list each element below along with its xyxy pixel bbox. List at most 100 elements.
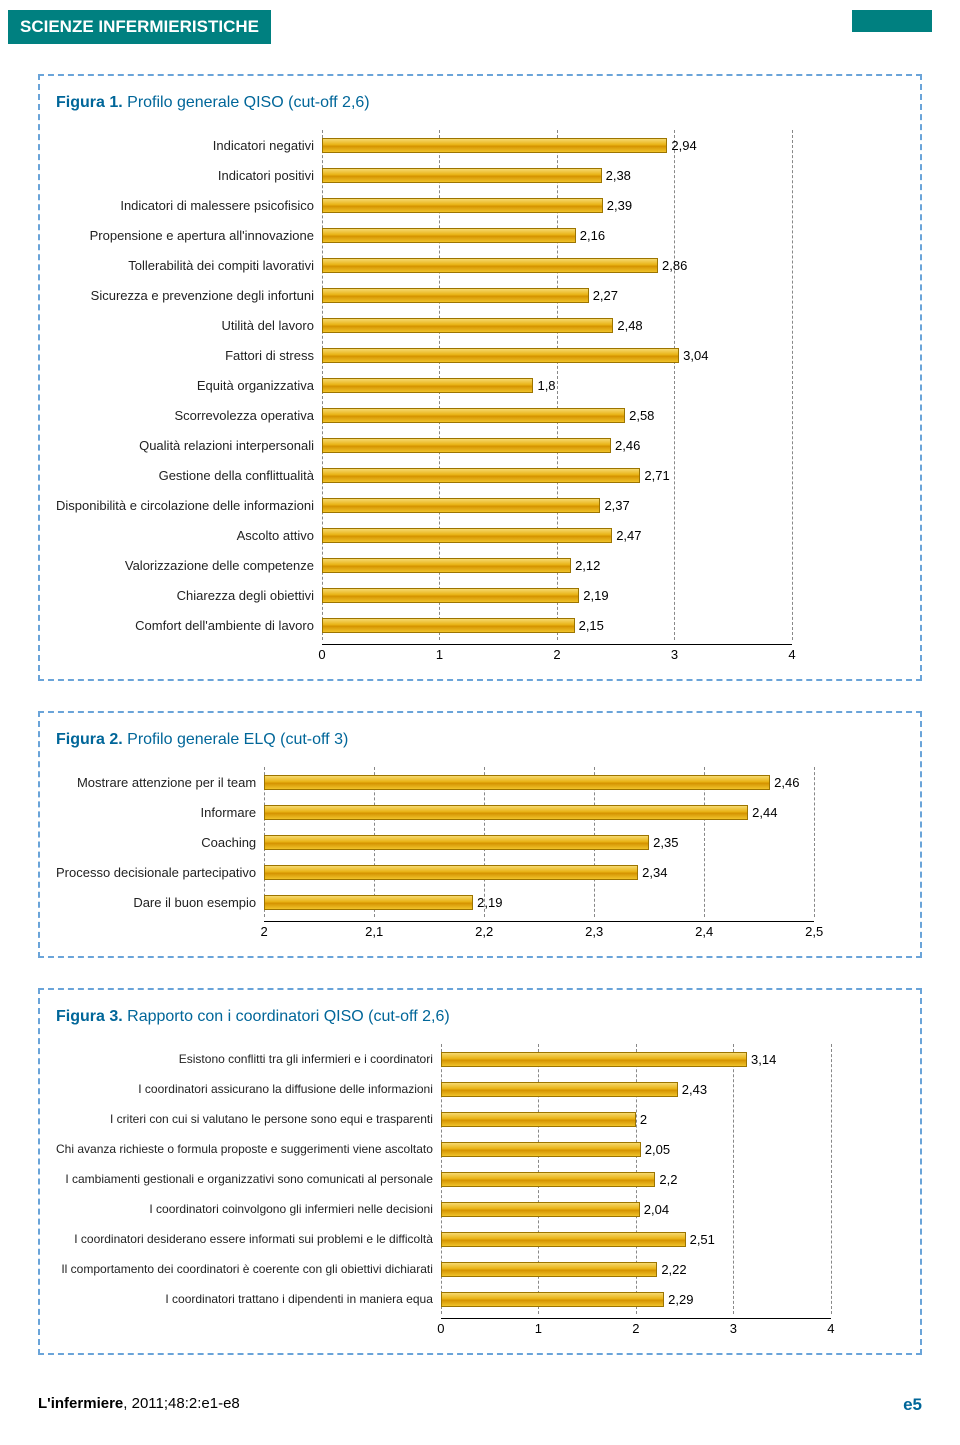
chart-bar — [441, 1142, 641, 1157]
chart-label: Tollerabilità dei compiti lavorativi — [128, 250, 322, 280]
chart-bar — [264, 895, 473, 910]
chart-bar-row: 2,34 — [264, 857, 904, 887]
chart-label: Il comportamento dei coordinatori è coer… — [61, 1254, 441, 1284]
chart-label: Comfort dell'ambiente di lavoro — [135, 610, 322, 640]
chart-bar-row: 2,43 — [441, 1074, 904, 1104]
chart-bar — [322, 318, 613, 333]
figure-2-chart: Mostrare attenzione per il teamInformare… — [56, 767, 904, 940]
x-tick: 2 — [632, 1321, 639, 1336]
chart-bar-row: 2 — [441, 1104, 904, 1134]
chart-bar — [441, 1262, 657, 1277]
chart-label: Dare il buon esempio — [133, 887, 264, 917]
chart-value: 2,35 — [653, 835, 678, 850]
chart-label: Scorrevolezza operativa — [175, 400, 322, 430]
chart-value: 2,46 — [774, 775, 799, 790]
chart-bar-row: 2,05 — [441, 1134, 904, 1164]
figure-2-title: Figura 2. Profilo generale ELQ (cut-off … — [56, 731, 904, 749]
chart-label: Propensione e apertura all'innovazione — [90, 220, 322, 250]
chart-value: 2,15 — [579, 618, 604, 633]
chart-value: 3,14 — [751, 1052, 776, 1067]
chart-bar-row: 2,12 — [322, 550, 904, 580]
chart-value: 3,04 — [683, 348, 708, 363]
page-footer: L'infermiere, 2011;48:2:e1-e8 e5 — [38, 1395, 922, 1415]
chart-bar-row: 3,04 — [322, 340, 904, 370]
chart-bar — [441, 1292, 664, 1307]
chart-bar-row: 2,15 — [322, 610, 904, 640]
chart-label: Indicatori di malessere psicofisico — [120, 190, 322, 220]
chart-value: 2,71 — [644, 468, 669, 483]
chart-bar — [441, 1172, 656, 1187]
chart-bar — [322, 558, 571, 573]
x-tick: 2,4 — [695, 924, 713, 939]
chart-bar-row: 2,22 — [441, 1254, 904, 1284]
chart-bar — [264, 835, 649, 850]
footer-citation: L'infermiere, 2011;48:2:e1-e8 — [38, 1395, 240, 1415]
figure-3-chart: Esistono conflitti tra gli infermieri e … — [56, 1044, 904, 1337]
x-tick: 4 — [788, 647, 795, 662]
chart-label: Fattori di stress — [225, 340, 322, 370]
x-tick: 3 — [671, 647, 678, 662]
chart-bar-row: 2,38 — [322, 160, 904, 190]
chart-bar — [441, 1202, 640, 1217]
chart-bar-row: 2,29 — [441, 1284, 904, 1314]
chart-value: 2,38 — [606, 168, 631, 183]
chart-label: Processo decisionale partecipativo — [56, 857, 264, 887]
chart-bar — [322, 438, 611, 453]
figure-3-title: Figura 3. Rapporto con i coordinatori QI… — [56, 1008, 904, 1026]
chart-bar-row: 2,94 — [322, 130, 904, 160]
chart-bar — [322, 408, 625, 423]
chart-label: Gestione della conflittualità — [159, 460, 322, 490]
section-tag: SCIENZE INFERMIERISTICHE — [8, 10, 271, 44]
chart-label: Chiarezza degli obiettivi — [177, 580, 322, 610]
chart-bar-row: 2,04 — [441, 1194, 904, 1224]
x-tick: 1 — [535, 1321, 542, 1336]
chart-bar — [322, 138, 667, 153]
chart-bar-row: 2,37 — [322, 490, 904, 520]
chart-value: 2,2 — [659, 1172, 677, 1187]
chart-bar — [264, 805, 748, 820]
chart-bar — [441, 1112, 636, 1127]
x-tick: 2,3 — [585, 924, 603, 939]
chart-value: 2,46 — [615, 438, 640, 453]
x-tick: 1 — [436, 647, 443, 662]
figure-1-title: Figura 1. Profilo generale QISO (cut-off… — [56, 94, 904, 112]
chart-value: 2 — [640, 1112, 647, 1127]
chart-bar — [264, 865, 638, 880]
page-number: e5 — [903, 1395, 922, 1415]
chart-bar — [322, 588, 579, 603]
chart-bar-row: 2,46 — [264, 767, 904, 797]
x-tick: 2,2 — [475, 924, 493, 939]
chart-label: Valorizzazione delle competenze — [125, 550, 322, 580]
chart-value: 2,48 — [617, 318, 642, 333]
chart-value: 2,19 — [477, 895, 502, 910]
chart-bar — [322, 498, 600, 513]
chart-value: 2,44 — [752, 805, 777, 820]
chart-label: I coordinatori desiderano essere informa… — [74, 1224, 441, 1254]
chart-bar-row: 2,46 — [322, 430, 904, 460]
chart-label: Utilità del lavoro — [221, 310, 322, 340]
chart-label: Mostrare attenzione per il team — [77, 767, 264, 797]
chart-bar — [322, 288, 589, 303]
chart-value: 2,39 — [607, 198, 632, 213]
chart-bar — [441, 1052, 747, 1067]
chart-bar — [322, 618, 575, 633]
chart-label: Indicatori positivi — [218, 160, 322, 190]
chart-value: 1,8 — [537, 378, 555, 393]
chart-value: 2,22 — [661, 1262, 686, 1277]
chart-label: Chi avanza richieste o formula proposte … — [56, 1134, 441, 1164]
chart-value: 2,58 — [629, 408, 654, 423]
figure-1-box: Figura 1. Profilo generale QISO (cut-off… — [38, 74, 922, 681]
chart-bar-row: 2,35 — [264, 827, 904, 857]
x-tick: 2,1 — [365, 924, 383, 939]
chart-label: Esistono conflitti tra gli infermieri e … — [179, 1044, 441, 1074]
chart-label: I coordinatori assicurano la diffusione … — [138, 1074, 441, 1104]
chart-bar — [322, 468, 640, 483]
chart-label: Ascolto attivo — [237, 520, 322, 550]
chart-bar — [322, 528, 612, 543]
chart-value: 2,94 — [671, 138, 696, 153]
chart-value: 2,43 — [682, 1082, 707, 1097]
chart-bar-row: 2,2 — [441, 1164, 904, 1194]
chart-value: 2,37 — [604, 498, 629, 513]
chart-bar-row: 3,14 — [441, 1044, 904, 1074]
chart-bar — [322, 198, 603, 213]
